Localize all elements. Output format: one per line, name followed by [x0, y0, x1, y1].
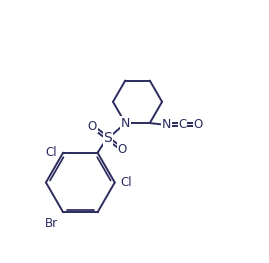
Text: S: S: [103, 131, 112, 145]
Text: N: N: [121, 117, 130, 130]
Text: Br: Br: [45, 217, 58, 230]
Text: C: C: [178, 118, 186, 131]
Text: Cl: Cl: [121, 176, 132, 189]
Text: Cl: Cl: [46, 146, 57, 159]
Text: N: N: [121, 117, 130, 130]
Text: O: O: [88, 120, 97, 133]
Text: N: N: [162, 118, 171, 131]
Text: O: O: [118, 143, 127, 156]
Text: O: O: [194, 118, 203, 131]
